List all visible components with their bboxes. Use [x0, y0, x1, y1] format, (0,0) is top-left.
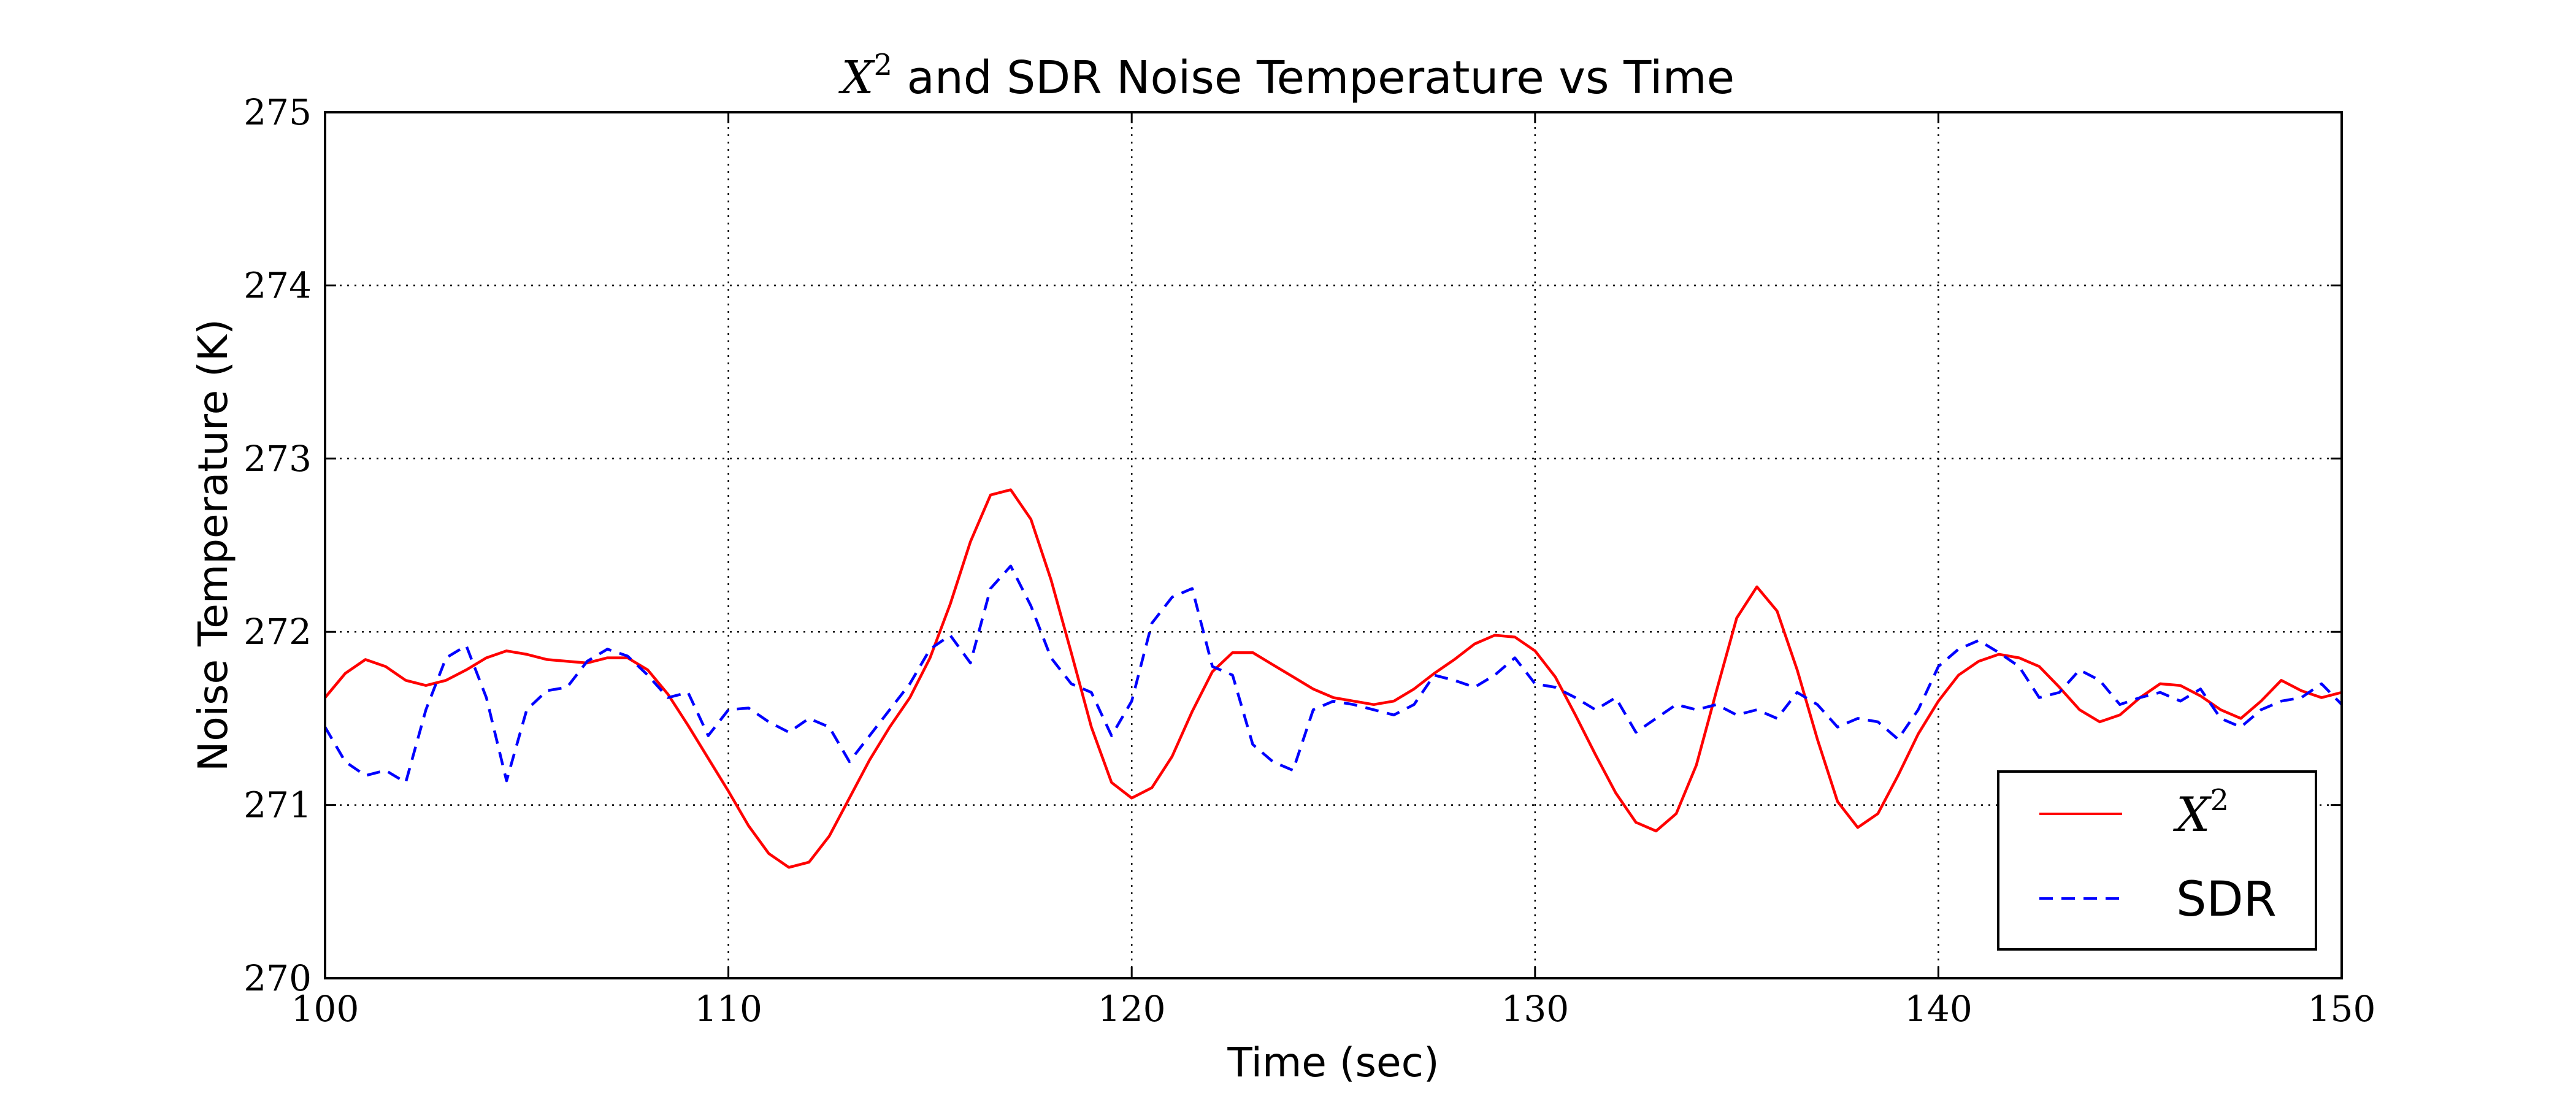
x-tick-label: 150 — [2308, 988, 2376, 1030]
title-text: and SDR Noise Temperature vs Time — [892, 52, 1735, 104]
y-tick-label: 274 — [243, 264, 312, 306]
x-tick-label: 130 — [1501, 988, 1569, 1030]
y-tick-label: 271 — [243, 784, 312, 826]
series-line-x2 — [324, 488, 2342, 869]
legend: X2 SDR — [1997, 770, 2317, 951]
legend-label-x2: X2 — [2172, 783, 2229, 843]
title-math-sup: 2 — [873, 48, 892, 82]
x-tick-label: 110 — [694, 988, 762, 1030]
y-tick-label: 273 — [243, 438, 312, 480]
x-tick-label: 140 — [1904, 988, 1972, 1030]
y-tick-label: 272 — [243, 611, 312, 653]
legend-label-sdr: SDR — [2176, 872, 2277, 927]
x-axis-label: Time (sec) — [1227, 1039, 1439, 1086]
series-line-sdr — [324, 564, 2343, 784]
y-tick-label: 275 — [243, 91, 312, 133]
y-tick-label: 270 — [243, 957, 312, 999]
legend-math-sup: 2 — [2210, 783, 2229, 818]
plot-area-frame — [324, 111, 2343, 979]
chart-title: X2 and SDR Noise Temperature vs Time — [838, 48, 1735, 104]
legend-box — [1997, 770, 2317, 951]
legend-math-base: X — [2172, 787, 2212, 843]
axis-ticks: 100 110 120 130 140 150 270 271 272 273 274 275 — [243, 91, 2375, 1030]
y-axis-label: Noise Temperature (K) — [190, 319, 237, 772]
x-tick-label: 120 — [1098, 988, 1166, 1030]
title-math-base: X — [838, 52, 876, 104]
plot-series — [324, 488, 2343, 869]
x-tick-label: 100 — [291, 988, 359, 1030]
